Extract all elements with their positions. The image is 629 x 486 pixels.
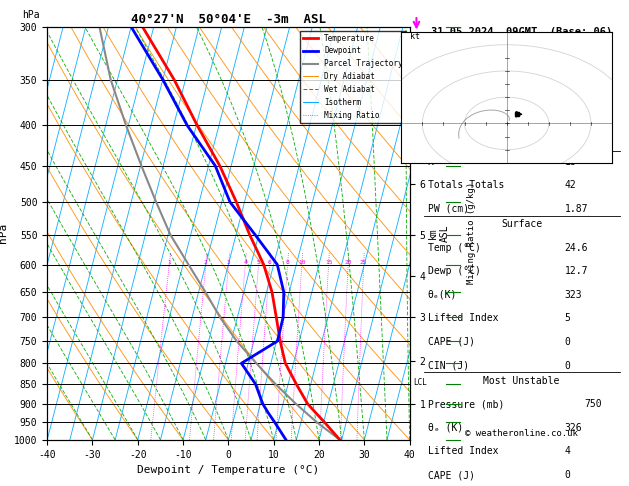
- Text: 323: 323: [565, 290, 582, 300]
- Text: 326: 326: [565, 423, 582, 433]
- Text: 1: 1: [167, 260, 171, 264]
- Text: 0: 0: [565, 470, 571, 480]
- Text: 42: 42: [565, 180, 576, 191]
- Text: 10: 10: [298, 260, 306, 264]
- Text: kt: kt: [409, 33, 420, 41]
- Text: θₑ (K): θₑ (K): [428, 423, 463, 433]
- Text: K: K: [428, 157, 433, 167]
- Text: 5: 5: [565, 313, 571, 324]
- Legend: Temperature, Dewpoint, Parcel Trajectory, Dry Adiabat, Wet Adiabat, Isotherm, Mi: Temperature, Dewpoint, Parcel Trajectory…: [300, 31, 406, 122]
- Text: 31.05.2024  09GMT  (Base: 06): 31.05.2024 09GMT (Base: 06): [431, 27, 612, 37]
- Text: 25: 25: [360, 260, 367, 264]
- Text: 12.7: 12.7: [565, 266, 588, 277]
- Text: 0: 0: [565, 361, 571, 370]
- Text: Most Unstable: Most Unstable: [484, 376, 560, 386]
- Text: hPa: hPa: [22, 11, 40, 20]
- Text: 4: 4: [565, 447, 571, 456]
- Text: 24.6: 24.6: [565, 243, 588, 253]
- Text: CAPE (J): CAPE (J): [428, 470, 474, 480]
- Text: Temp (°C): Temp (°C): [428, 243, 481, 253]
- Text: 4: 4: [243, 260, 247, 264]
- Text: Lifted Index: Lifted Index: [428, 447, 498, 456]
- Text: 6: 6: [268, 260, 272, 264]
- Text: 1.87: 1.87: [565, 204, 588, 214]
- Text: 8: 8: [286, 260, 289, 264]
- Text: Mixing Ratio (g/kg): Mixing Ratio (g/kg): [467, 182, 476, 284]
- Text: 15: 15: [325, 260, 332, 264]
- Text: CIN (J): CIN (J): [428, 361, 469, 370]
- Y-axis label: km
ASL: km ASL: [428, 225, 450, 242]
- Text: 18: 18: [565, 157, 576, 167]
- Title: 40°27'N  50°04'E  -3m  ASL: 40°27'N 50°04'E -3m ASL: [131, 13, 326, 26]
- Text: CAPE (J): CAPE (J): [428, 337, 474, 347]
- Text: 20: 20: [345, 260, 352, 264]
- Text: 0: 0: [565, 337, 571, 347]
- Y-axis label: hPa: hPa: [0, 223, 8, 243]
- Text: 3: 3: [226, 260, 230, 264]
- Text: LCL: LCL: [413, 378, 427, 386]
- Text: Surface: Surface: [501, 219, 542, 229]
- Text: Lifted Index: Lifted Index: [428, 313, 498, 324]
- Text: 5: 5: [257, 260, 260, 264]
- X-axis label: Dewpoint / Temperature (°C): Dewpoint / Temperature (°C): [137, 465, 320, 475]
- Text: θₑ(K): θₑ(K): [428, 290, 457, 300]
- Text: Totals Totals: Totals Totals: [428, 180, 504, 191]
- Text: 2: 2: [204, 260, 208, 264]
- Text: 750: 750: [584, 399, 602, 409]
- Text: © weatheronline.co.uk: © weatheronline.co.uk: [465, 429, 578, 438]
- Text: Pressure (mb): Pressure (mb): [428, 399, 504, 409]
- Text: Dewp (°C): Dewp (°C): [428, 266, 481, 277]
- Text: PW (cm): PW (cm): [428, 204, 469, 214]
